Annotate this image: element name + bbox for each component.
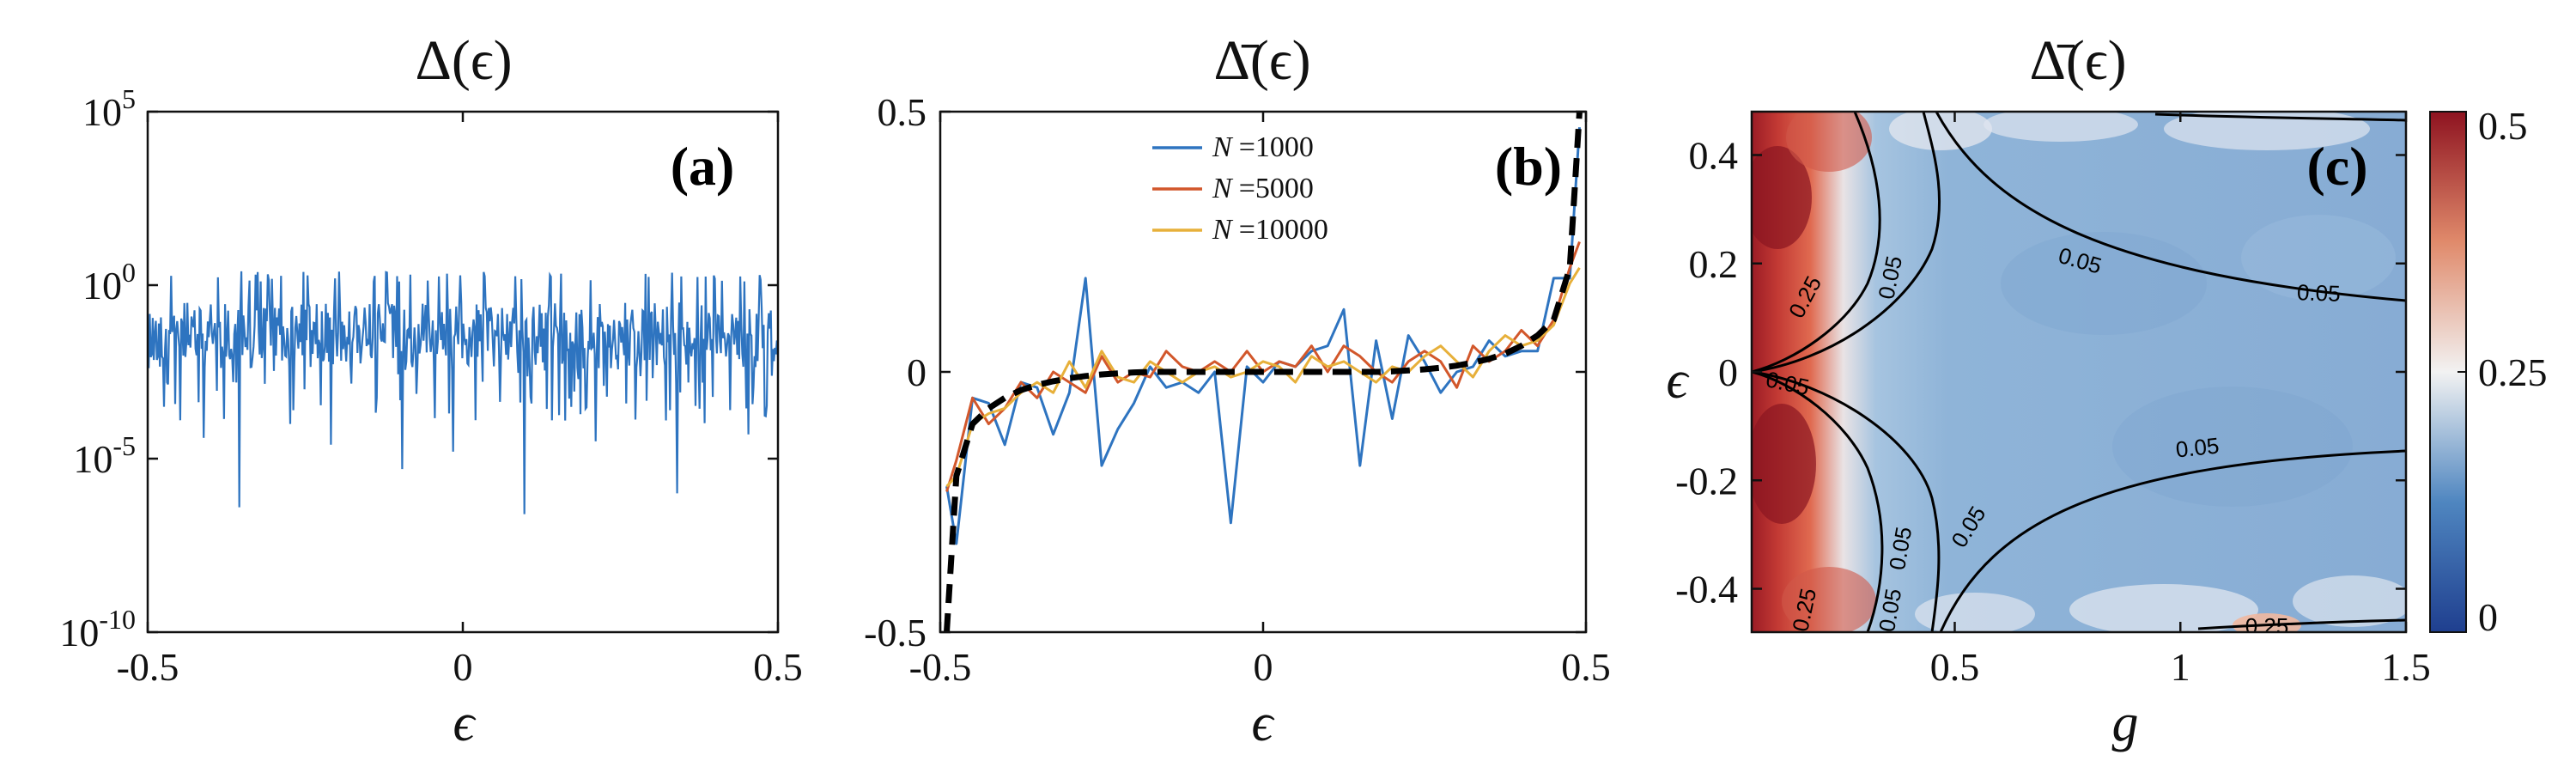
contour-lines — [1752, 112, 2406, 632]
panel-a-title: Δ(ϵ) — [415, 29, 512, 92]
heatmap-blob — [2293, 575, 2406, 627]
contour-label: 0.25 — [2245, 613, 2289, 639]
legend-entry: N =10000 — [1212, 214, 1328, 246]
series-theory — [944, 112, 1583, 632]
y-tick-label: -0.5 — [864, 611, 927, 654]
x-tick-label: 1 — [2171, 645, 2190, 689]
panel-b-xlabel: ϵ — [1252, 694, 1275, 752]
panel-b-label: (b) — [1495, 136, 1562, 197]
x-tick-label: 1.5 — [2381, 645, 2431, 689]
contour-005-upper-outer — [1935, 112, 2406, 302]
x-tick-label: 0.5 — [753, 645, 803, 689]
panel-b-legend: N =1000 N =5000 N =10000 — [1152, 131, 1328, 246]
legend-entry: N =5000 — [1212, 173, 1314, 204]
contour-label: 0.05 — [2174, 432, 2220, 462]
x-tick-label: -0.5 — [117, 645, 179, 689]
colorbar-tick-label: 0 — [2478, 595, 2498, 639]
heatmap-field — [1752, 112, 2406, 632]
contour-005-top — [2154, 113, 2406, 122]
panel-c-xlabel: g — [2112, 694, 2139, 752]
y-tick-label: 0.4 — [1689, 134, 1739, 178]
series-n-10000 — [945, 267, 1581, 488]
heatmap-blob — [1889, 112, 1992, 150]
heatmap-blob — [2069, 584, 2258, 632]
series-n-5000 — [945, 240, 1581, 492]
y-tick-label: -0.4 — [1675, 568, 1738, 612]
heatmap-blob — [2233, 613, 2301, 632]
x-tick-label: -0.5 — [909, 645, 972, 689]
y-tick-label: 100 — [82, 257, 136, 307]
heatmap-blob — [2001, 232, 2207, 335]
heatmap-blob — [2112, 386, 2353, 507]
heatmap-blob — [1984, 112, 2138, 142]
x-tick-label: 0.5 — [1561, 645, 1611, 689]
contour-025-bottom — [2197, 618, 2406, 630]
series-n-1000 — [945, 127, 1581, 545]
contour-025-lower — [1752, 370, 1884, 632]
y-tick-label: 0.5 — [878, 90, 927, 134]
panel-b-title: Δ̄(ϵ) — [1213, 29, 1310, 92]
panel-c-title: Δ̄(ϵ) — [2029, 29, 2126, 92]
heatmap-blob — [1752, 146, 1812, 249]
panel-a-xlabel: ϵ — [453, 694, 477, 752]
y-tick-label: -0.2 — [1675, 459, 1738, 502]
x-tick-label: 0.5 — [1930, 645, 1980, 689]
panel-c: Δ̄(ϵ) — [1667, 29, 2548, 752]
x-tick-label: 0 — [453, 645, 473, 689]
panel-a: Δ(ϵ) -0.5 0 0.5 105 100 10-5 10-10 (a) ϵ — [59, 29, 802, 752]
contour-005-lower-outer — [1939, 449, 2406, 632]
legend-entry: N =1000 — [1212, 131, 1314, 163]
heatmap: 0.25 0.05 0.050.050.050.050.05 0.050.25 0.05… — [1752, 112, 2406, 639]
y-tick-label: 10-5 — [73, 430, 136, 481]
contour-label: 0.05 — [2297, 279, 2342, 307]
y-tick-label: 0 — [907, 350, 927, 394]
contour-025-upper — [1752, 112, 1881, 374]
panel-c-ylabel: ϵ — [1667, 351, 1690, 410]
y-tick-label: 0 — [1718, 350, 1738, 394]
heatmap-blob — [2164, 112, 2370, 150]
heatmap-blob — [1782, 567, 1876, 632]
x-tick-label: 0 — [1254, 645, 1273, 689]
panel-b: Δ̄(ϵ) -0.5 0 0.5 0.5 0 -0.5 (b) ϵ N =1000 N =500… — [864, 29, 1611, 752]
colorbar-tick-label: 0.25 — [2478, 350, 2548, 394]
y-tick-label: 0.2 — [1689, 242, 1739, 286]
heatmap-blob — [2241, 215, 2396, 301]
heatmap-blob — [1752, 404, 1816, 524]
contour-005-upper-inner — [1752, 112, 1941, 374]
series-delta — [148, 271, 778, 514]
heatmap-blob — [1786, 112, 1872, 172]
y-tick-label: 10-10 — [59, 604, 136, 654]
contour-005-lower-inner — [1752, 370, 1941, 632]
colorbar-tick-label: 0.5 — [2478, 104, 2528, 148]
panel-a-label: (a) — [671, 136, 735, 197]
y-tick-label: 105 — [82, 83, 136, 134]
panel-c-label: (c) — [2306, 136, 2367, 197]
